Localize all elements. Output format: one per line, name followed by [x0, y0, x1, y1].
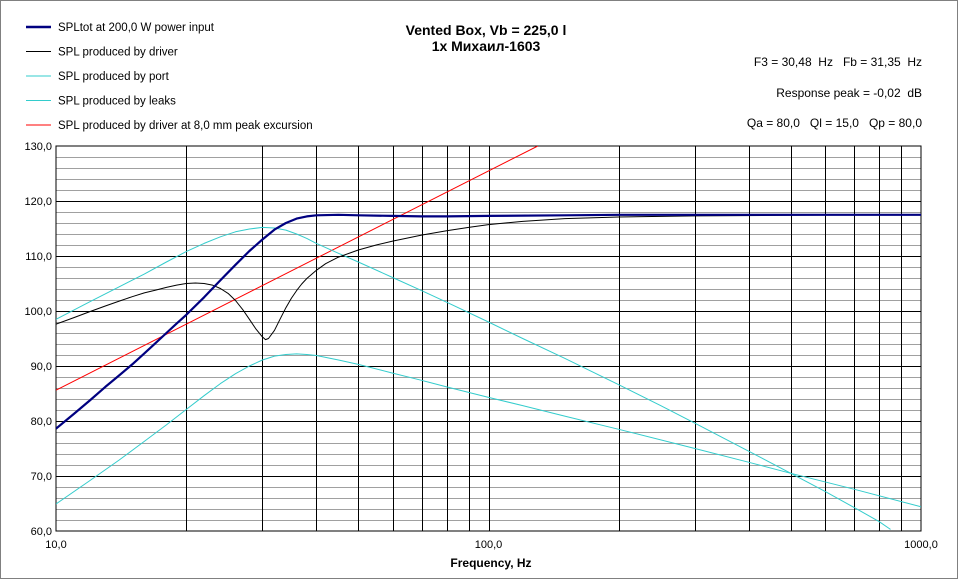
legend-label-4: SPL produced by leaks	[58, 96, 176, 108]
series-line-3	[56, 226, 891, 530]
y-tick-label: 100,0	[24, 306, 52, 318]
chart-subtitle: 1x Михаил-1603	[432, 38, 541, 54]
x-tick-labels: 10,0 100,0 1000,0	[45, 539, 938, 551]
legend: SPLtot at 200,0 W power input SPL produce…	[26, 22, 313, 132]
y-tick-label: 60,0	[31, 526, 52, 538]
minor-grid	[56, 157, 921, 521]
legend-label-5: SPL produced by driver at 8,0 mm peak ex…	[58, 120, 313, 132]
major-grid	[56, 146, 921, 531]
chart-title: Vented Box, Vb = 225,0 l	[406, 22, 567, 38]
y-tick-label: 90,0	[31, 361, 52, 373]
series-layer	[56, 146, 921, 530]
plot-frame	[55, 145, 922, 532]
y-tick-labels: 60,0 70,0 80,0 90,0 100,0 110,0 120,0 130,0	[24, 141, 52, 538]
y-tick-label: 130,0	[24, 141, 52, 153]
y-tick-label: 80,0	[31, 416, 52, 428]
series-line-4	[56, 353, 921, 508]
legend-label-2: SPL produced by driver	[58, 47, 178, 59]
y-tick-label: 70,0	[31, 471, 52, 483]
x-tick-label: 10,0	[45, 539, 66, 551]
legend-label-3: SPL produced by port	[58, 71, 170, 83]
series-line-5	[56, 146, 539, 391]
x-tick-label: 1000,0	[904, 539, 938, 551]
annotation-f3-fb: F3 = 30,48 Hz Fb = 31,35 Hz	[754, 55, 922, 69]
x-axis-label: Frequency, Hz	[450, 556, 531, 570]
y-tick-label: 110,0	[25, 251, 52, 263]
y-tick-label: 120,0	[24, 196, 52, 208]
series-line-2	[56, 214, 921, 341]
series-line-1	[56, 213, 921, 430]
annotation-response-peak: Response peak = -0,02 dB	[776, 86, 922, 100]
x-tick-label: 100,0	[475, 539, 503, 551]
legend-label-1: SPLtot at 200,0 W power input	[58, 22, 215, 34]
plot-area	[56, 146, 921, 531]
annotation-q-values: Qa = 80,0 Ql = 15,0 Qp = 80,0	[747, 116, 922, 130]
